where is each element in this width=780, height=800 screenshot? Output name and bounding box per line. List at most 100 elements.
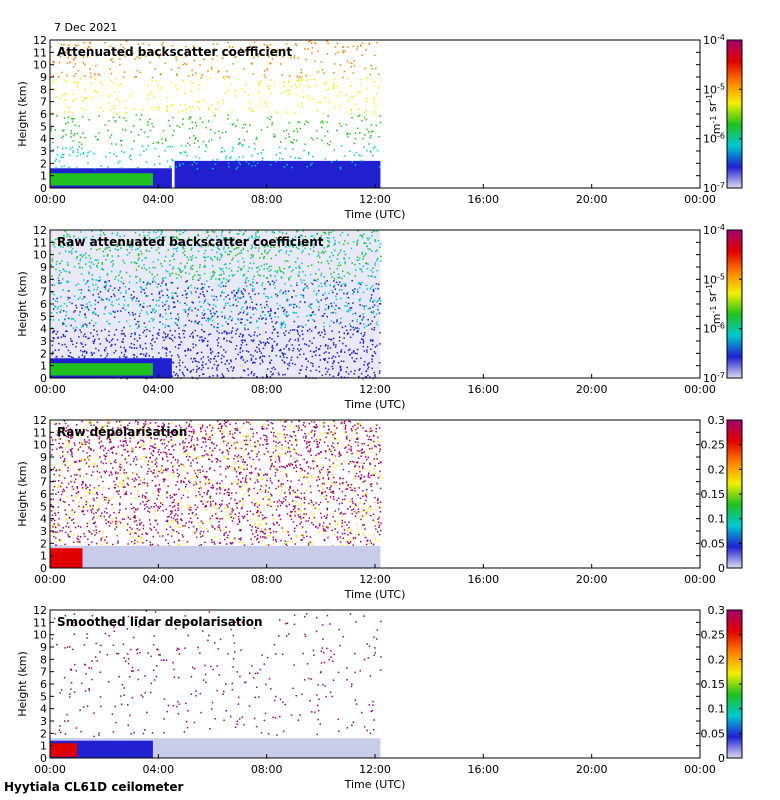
heatmap-cell [253,143,256,145]
heatmap-cell [369,248,371,250]
heatmap-cell [292,306,295,309]
heatmap-cell [237,78,239,81]
heatmap-cell [379,166,381,168]
heatmap-cell [184,350,187,352]
heatmap-cell [287,501,290,504]
heatmap-cell [236,420,239,422]
heatmap-cell [312,362,314,365]
heatmap-cell [286,315,288,318]
heatmap-cell [313,243,315,245]
heatmap-cell [331,276,333,278]
heatmap-cell [191,127,194,129]
heatmap-cell [315,369,318,371]
heatmap-cell [209,467,212,469]
heatmap-cell [240,471,242,474]
heatmap-cell [204,264,206,267]
heatmap-cell [334,53,337,55]
heatmap-cell [245,300,247,303]
heatmap-cell [165,318,168,321]
heatmap-cell [195,291,197,293]
heatmap-cell [120,333,123,335]
heatmap-cell [256,335,259,337]
heatmap-cell [160,233,162,235]
heatmap-cell [233,273,236,276]
heatmap-cell [365,49,367,51]
heatmap-cell [197,322,199,325]
heatmap-cell [279,349,282,352]
heatmap-cell [171,295,174,298]
heatmap-cell [230,360,232,363]
heatmap-cell [68,166,70,169]
heatmap-cell [263,427,265,430]
heatmap-cell [329,284,331,287]
heatmap-cell [74,63,76,65]
heatmap-cell [371,68,374,70]
heatmap-cell [194,532,196,534]
heatmap-cell [367,475,369,478]
heatmap-cell [80,496,82,499]
heatmap-cell [278,157,281,160]
heatmap-cell [164,149,167,152]
heatmap-cell [215,296,218,298]
heatmap-cell [294,339,297,341]
heatmap-cell [159,73,162,76]
heatmap-cell [104,281,106,284]
heatmap-cell [211,437,213,439]
heatmap-cell [334,528,336,530]
heatmap-cell [213,443,215,445]
heatmap-cell [213,273,215,275]
heatmap-cell [343,332,345,334]
heatmap-cell [123,47,126,50]
heatmap-cell [270,275,272,277]
heatmap-cell [148,267,151,269]
heatmap-cell [113,316,116,318]
heatmap-cell [210,104,213,106]
heatmap-cell [153,95,155,98]
heatmap-cell [213,230,216,233]
heatmap-cell [319,359,322,361]
heatmap-cell [327,240,329,242]
heatmap-cell [130,158,132,161]
heatmap-cell [342,342,344,345]
heatmap-cell [282,483,284,485]
heatmap-cell [201,312,203,314]
heatmap-cell [103,515,106,518]
heatmap-cell [92,522,95,524]
heatmap-cell [223,355,225,358]
heatmap-cell [78,141,81,144]
heatmap-cell [76,537,79,540]
heatmap-cell [227,453,230,455]
heatmap-cell [99,54,102,56]
heatmap-cell [311,47,314,49]
heatmap-cell [175,250,178,252]
heatmap-cell [76,85,79,88]
heatmap-cell [151,308,154,310]
heatmap-cell [294,303,297,306]
x-tick-label: 12:00 [359,383,391,396]
heatmap-cell [213,271,216,274]
heatmap-cell [239,230,241,232]
heatmap-cell [157,259,159,261]
heatmap-cell [326,245,329,247]
heatmap-cell [84,97,87,100]
heatmap-cell [306,165,308,168]
heatmap-cell [290,537,293,540]
heatmap-cell [73,134,75,137]
heatmap-cell [354,288,356,290]
heatmap-cell [242,275,245,277]
heatmap-cell [360,338,363,340]
heatmap-cell [342,50,344,52]
heatmap-cell [52,319,55,321]
heatmap-cell [90,304,92,307]
heatmap-cell [305,243,308,245]
heatmap-cell [279,355,282,358]
heatmap-cell [238,287,240,290]
heatmap-cell [324,292,326,295]
heatmap-cell [51,284,54,286]
heatmap-cell [193,357,195,360]
heatmap-cell [62,268,65,270]
heatmap-cell [332,342,335,344]
heatmap-cell [317,254,320,256]
heatmap-cell [273,84,275,86]
heatmap-cell [97,262,100,264]
